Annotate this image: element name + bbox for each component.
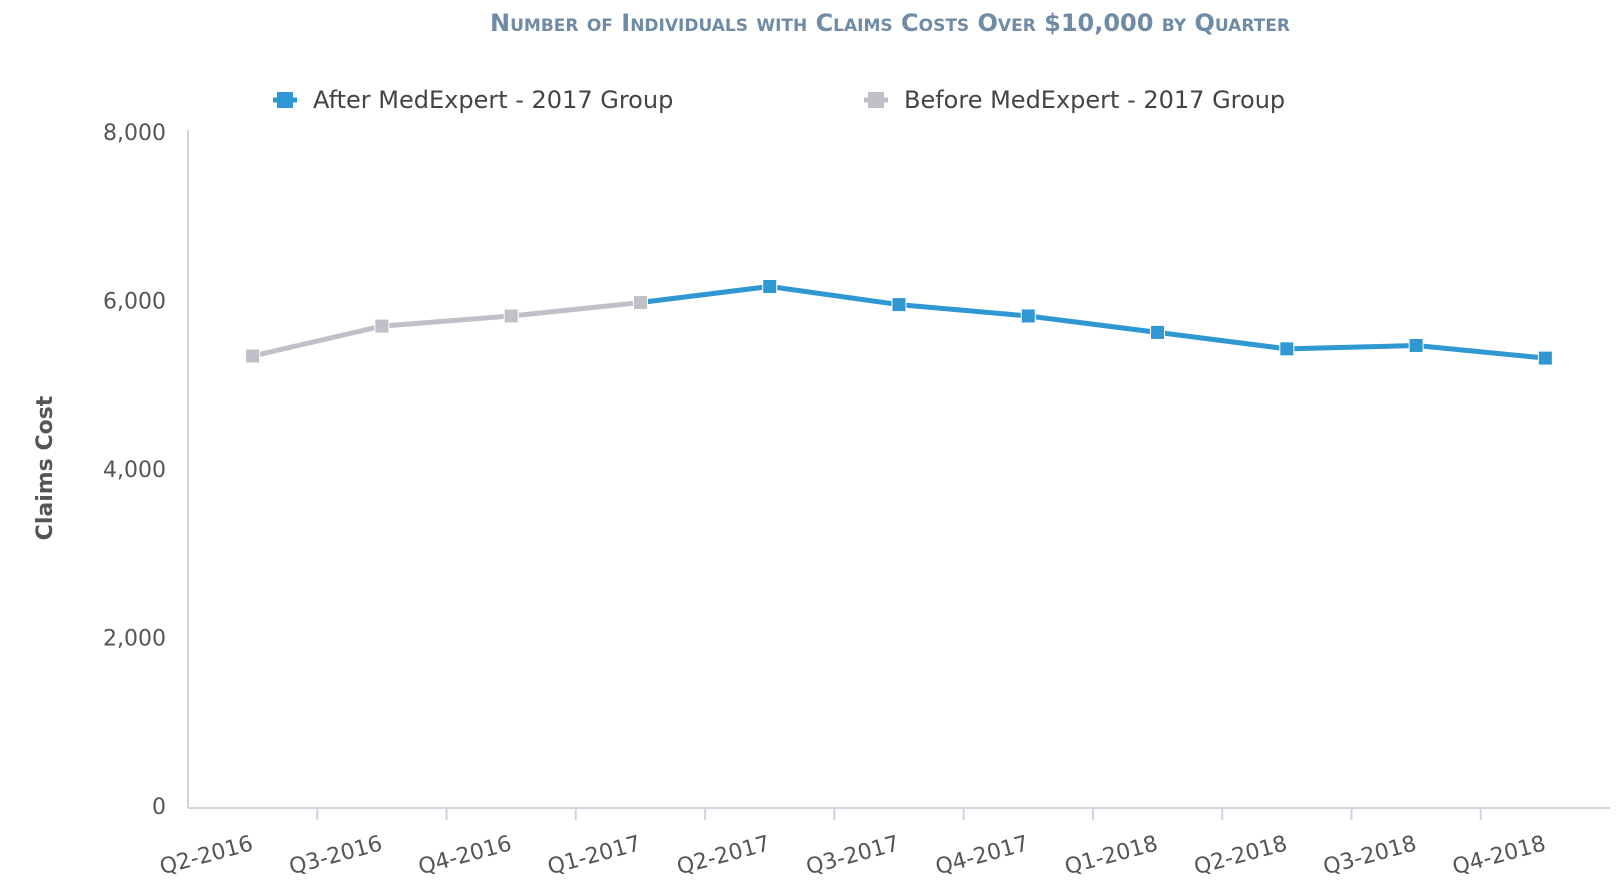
point [245, 348, 261, 364]
line [640, 283, 1546, 361]
x-tick-label: Q3-2018 [1321, 831, 1419, 880]
legend-label: After MedExpert - 2017 Group [313, 86, 673, 114]
point [891, 297, 907, 313]
point [632, 295, 648, 310]
legend-marker [277, 92, 293, 108]
chart-title: Number of Individuals with Claims Costs … [490, 9, 1290, 37]
point [374, 318, 390, 334]
y-tick-label: 8,000 [103, 121, 166, 146]
y-tick-label: 6,000 [103, 290, 166, 315]
point [1537, 350, 1553, 366]
series [632, 278, 1553, 366]
point [1408, 337, 1424, 353]
x-tick-label: Q2-2018 [1191, 831, 1289, 880]
y-axis-label: Claims Cost [33, 395, 58, 540]
x-tick-label: Q3-2016 [287, 831, 385, 880]
y-tick-label: 0 [152, 795, 166, 820]
x-tick-label: Q2-2016 [157, 831, 255, 880]
x-tick-label: Q2-2017 [674, 831, 772, 880]
point [1279, 341, 1295, 357]
x-tick-label: Q4-2018 [1450, 831, 1548, 880]
y-tick-label: 4,000 [103, 458, 166, 483]
x-tick-label: Q4-2016 [416, 831, 514, 880]
point [1150, 324, 1166, 340]
y-tick-label: 2,000 [103, 627, 166, 652]
legend-label: Before MedExpert - 2017 Group [904, 86, 1285, 114]
series [245, 295, 648, 364]
legend-marker [868, 92, 884, 108]
x-tick-label: Q1-2017 [545, 831, 643, 880]
x-tick-label: Q1-2018 [1062, 831, 1160, 880]
line [252, 300, 641, 359]
point [1020, 308, 1036, 324]
point [503, 308, 519, 324]
x-tick-label: Q3-2017 [804, 831, 902, 880]
x-tick-label: Q4-2017 [933, 831, 1031, 880]
point [762, 278, 778, 294]
